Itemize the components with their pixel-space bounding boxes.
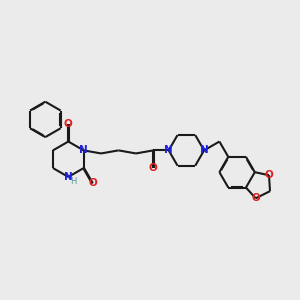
Text: O: O — [64, 119, 73, 129]
Text: N: N — [164, 146, 173, 155]
Text: O: O — [88, 178, 97, 188]
Text: N: N — [64, 172, 73, 182]
Text: N: N — [200, 146, 208, 155]
Text: O: O — [251, 193, 260, 203]
Text: H: H — [70, 177, 76, 186]
Text: O: O — [265, 170, 273, 180]
Text: O: O — [149, 163, 158, 173]
Text: N: N — [79, 146, 88, 155]
